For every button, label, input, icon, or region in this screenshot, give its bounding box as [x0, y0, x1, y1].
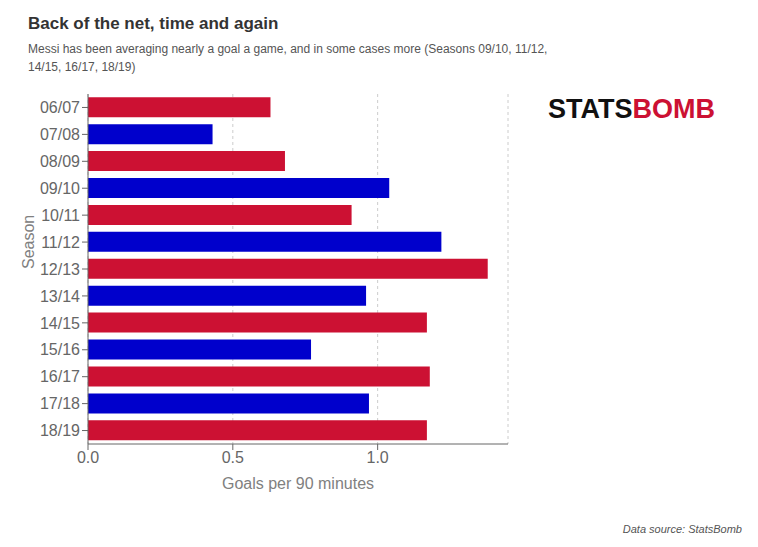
- svg-text:17/18: 17/18: [40, 395, 80, 412]
- svg-text:0.0: 0.0: [77, 449, 99, 466]
- svg-text:0.5: 0.5: [222, 449, 244, 466]
- svg-text:12/13: 12/13: [40, 261, 80, 278]
- svg-text:15/16: 15/16: [40, 341, 80, 358]
- svg-text:06/07: 06/07: [40, 99, 80, 116]
- html-text:Back of the net, time and agai: Back of the net, time and again: [28, 14, 279, 33]
- html-text:STATS BOMB: STATS BOMB: [548, 94, 715, 124]
- html-text:Messi has been averaging nearl: Messi has been averaging nearly a goal a…: [28, 42, 548, 56]
- svg-text:11/12: 11/12: [41, 234, 80, 251]
- svg-text:18/19: 18/19: [40, 422, 80, 439]
- svg-text:10/11: 10/11: [41, 207, 80, 224]
- svg-text:16/17: 16/17: [40, 368, 80, 385]
- svg-text:07/08: 07/08: [40, 126, 80, 143]
- svg-text:1.0: 1.0: [367, 449, 389, 466]
- svg-text:08/09: 08/09: [40, 153, 80, 170]
- svg-text:09/10: 09/10: [40, 180, 80, 197]
- svg-text:Goals per 90 minutes: Goals per 90 minutes: [222, 475, 374, 492]
- html-text:14/15, 16/17, 18/19): 14/15, 16/17, 18/19): [28, 60, 136, 74]
- svg-text:Season: Season: [20, 215, 37, 269]
- html-text:Data source: StatsBomb: Data source: StatsBomb: [622, 523, 742, 535]
- svg-text:13/14: 13/14: [40, 288, 80, 305]
- svg-text:14/15: 14/15: [40, 315, 80, 332]
